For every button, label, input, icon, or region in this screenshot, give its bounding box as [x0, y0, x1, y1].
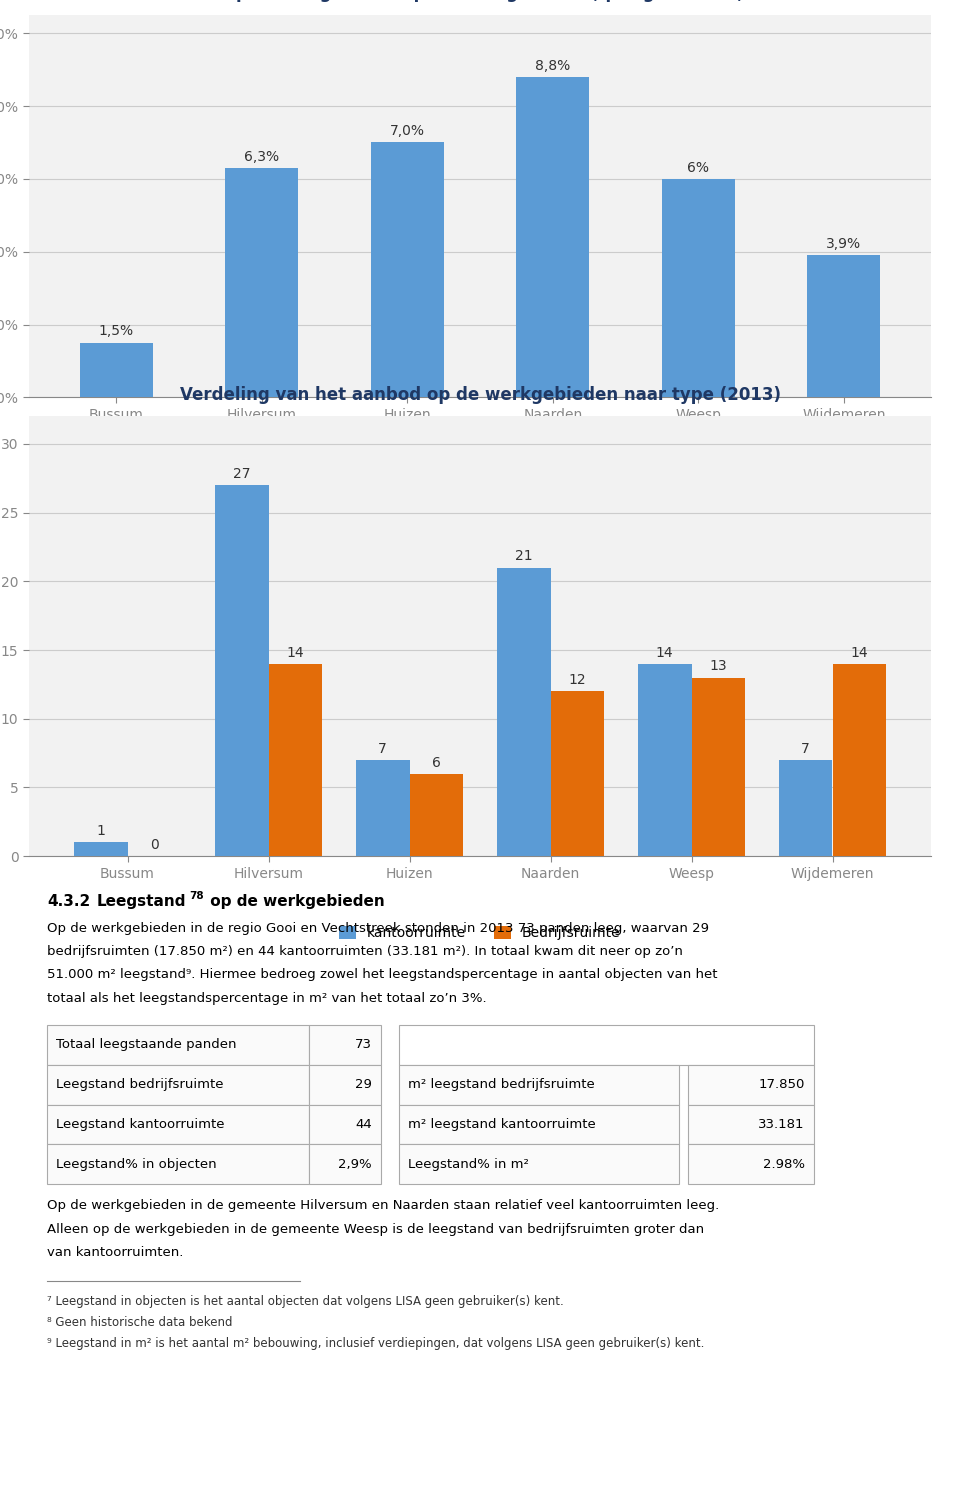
Title: Verdeling van het aanbod op de werkgebieden naar type (2013): Verdeling van het aanbod op de werkgebie… — [180, 386, 780, 404]
Text: 14: 14 — [286, 646, 304, 659]
Bar — [74, 843, 128, 856]
Bar — [410, 774, 463, 856]
Bar — [47, 1145, 308, 1184]
Text: 13: 13 — [709, 659, 727, 673]
Bar — [308, 1145, 381, 1184]
Bar — [308, 1024, 381, 1065]
Text: 17.850: 17.850 — [758, 1078, 804, 1090]
Legend: kantoorruimte, Bedrijfsruimte: kantoorruimte, Bedrijfsruimte — [334, 921, 626, 946]
Bar — [687, 1065, 814, 1104]
Bar — [779, 760, 832, 856]
Bar — [398, 1024, 814, 1065]
Text: 6%: 6% — [687, 161, 709, 174]
Text: 6: 6 — [432, 756, 441, 769]
Bar — [516, 77, 589, 398]
Bar — [687, 1145, 814, 1184]
Text: 2.98%: 2.98% — [763, 1158, 804, 1170]
Text: 3,9%: 3,9% — [827, 237, 861, 251]
Text: 8,8%: 8,8% — [535, 59, 570, 72]
Text: 1: 1 — [96, 825, 106, 838]
Text: 7: 7 — [378, 742, 387, 756]
Bar — [687, 1104, 814, 1145]
Text: 4.3.2: 4.3.2 — [47, 894, 90, 909]
Text: ⁸ Geen historische data bekend: ⁸ Geen historische data bekend — [47, 1316, 232, 1329]
Text: 6,3%: 6,3% — [244, 150, 279, 164]
Bar — [398, 1104, 679, 1145]
Text: ⁹ Leegstand in m² is het aantal m² bebouwing, inclusief verdiepingen, dat volgen: ⁹ Leegstand in m² is het aantal m² bebou… — [47, 1337, 705, 1350]
Bar — [371, 143, 444, 398]
Text: 33.181: 33.181 — [758, 1117, 804, 1131]
Bar — [226, 168, 298, 398]
Text: 29: 29 — [355, 1078, 372, 1090]
Bar — [80, 342, 153, 398]
Text: 44: 44 — [355, 1117, 372, 1131]
Text: 14: 14 — [851, 646, 868, 659]
Bar — [47, 1104, 308, 1145]
Text: Leegstand% in objecten: Leegstand% in objecten — [56, 1158, 217, 1170]
Text: m² leegstand bedrijfsruimte: m² leegstand bedrijfsruimte — [408, 1078, 594, 1090]
Text: Totaal leegstaande panden: Totaal leegstaande panden — [56, 1038, 236, 1051]
Text: Leegstand kantoorruimte: Leegstand kantoorruimte — [56, 1117, 225, 1131]
Text: van kantoorruimten.: van kantoorruimten. — [47, 1245, 183, 1259]
Text: op de werkgebieden: op de werkgebieden — [204, 894, 385, 909]
Bar — [662, 179, 734, 398]
Text: totaal als het leegstandspercentage in m² van het totaal zo’n 3%.: totaal als het leegstandspercentage in m… — [47, 991, 487, 1005]
Text: 51.000 m² leegstand⁹. Hiermee bedroeg zowel het leegstandspercentage in aantal o: 51.000 m² leegstand⁹. Hiermee bedroeg zo… — [47, 969, 717, 981]
Bar — [269, 664, 322, 856]
Text: 0: 0 — [150, 838, 158, 852]
Text: Leegstand% in m²: Leegstand% in m² — [408, 1158, 529, 1170]
Text: 27: 27 — [233, 467, 251, 481]
Text: 73: 73 — [354, 1038, 372, 1051]
Bar — [356, 760, 410, 856]
Text: 1,5%: 1,5% — [99, 324, 133, 338]
Bar — [691, 677, 745, 856]
Bar — [832, 664, 886, 856]
Text: bedrijfsruimten (17.850 m²) en 44 kantoorruimten (33.181 m²). In totaal kwam dit: bedrijfsruimten (17.850 m²) en 44 kantoo… — [47, 945, 683, 958]
Bar — [215, 485, 269, 856]
Text: Leegstand: Leegstand — [96, 894, 186, 909]
Bar — [308, 1065, 381, 1104]
Bar — [398, 1145, 679, 1184]
Text: Op de werkgebieden in de gemeente Hilversum en Naarden staan relatief veel kanto: Op de werkgebieden in de gemeente Hilver… — [47, 1200, 719, 1212]
Text: 7: 7 — [802, 742, 810, 756]
Text: ⁷ Leegstand in objecten is het aantal objecten dat volgens LISA geen gebruiker(s: ⁷ Leegstand in objecten is het aantal ob… — [47, 1295, 564, 1308]
Text: Op de werkgebieden in de regio Gooi en Vechtstreek stonden in 2013 73 panden lee: Op de werkgebieden in de regio Gooi en V… — [47, 922, 708, 936]
Text: 12: 12 — [568, 673, 587, 686]
Text: Leegstand bedrijfsruimte: Leegstand bedrijfsruimte — [56, 1078, 224, 1090]
Text: 21: 21 — [515, 550, 533, 563]
Title: Aanbodpercentage in m² op de werkgebieden, per gemeente, 2013: Aanbodpercentage in m² op de werkgebiede… — [165, 0, 795, 3]
Text: 7,0%: 7,0% — [390, 125, 424, 138]
Bar — [497, 568, 550, 856]
Text: 14: 14 — [656, 646, 674, 659]
Bar — [807, 255, 880, 398]
Bar — [308, 1104, 381, 1145]
Bar — [47, 1065, 308, 1104]
Text: 2,9%: 2,9% — [338, 1158, 372, 1170]
Text: Alleen op de werkgebieden in de gemeente Weesp is de leegstand van bedrijfsruimt: Alleen op de werkgebieden in de gemeente… — [47, 1223, 704, 1236]
Bar — [550, 691, 604, 856]
Text: 78: 78 — [189, 891, 204, 901]
Bar — [47, 1024, 308, 1065]
Bar — [638, 664, 691, 856]
Text: m² leegstand kantoorruimte: m² leegstand kantoorruimte — [408, 1117, 595, 1131]
Bar — [398, 1065, 679, 1104]
